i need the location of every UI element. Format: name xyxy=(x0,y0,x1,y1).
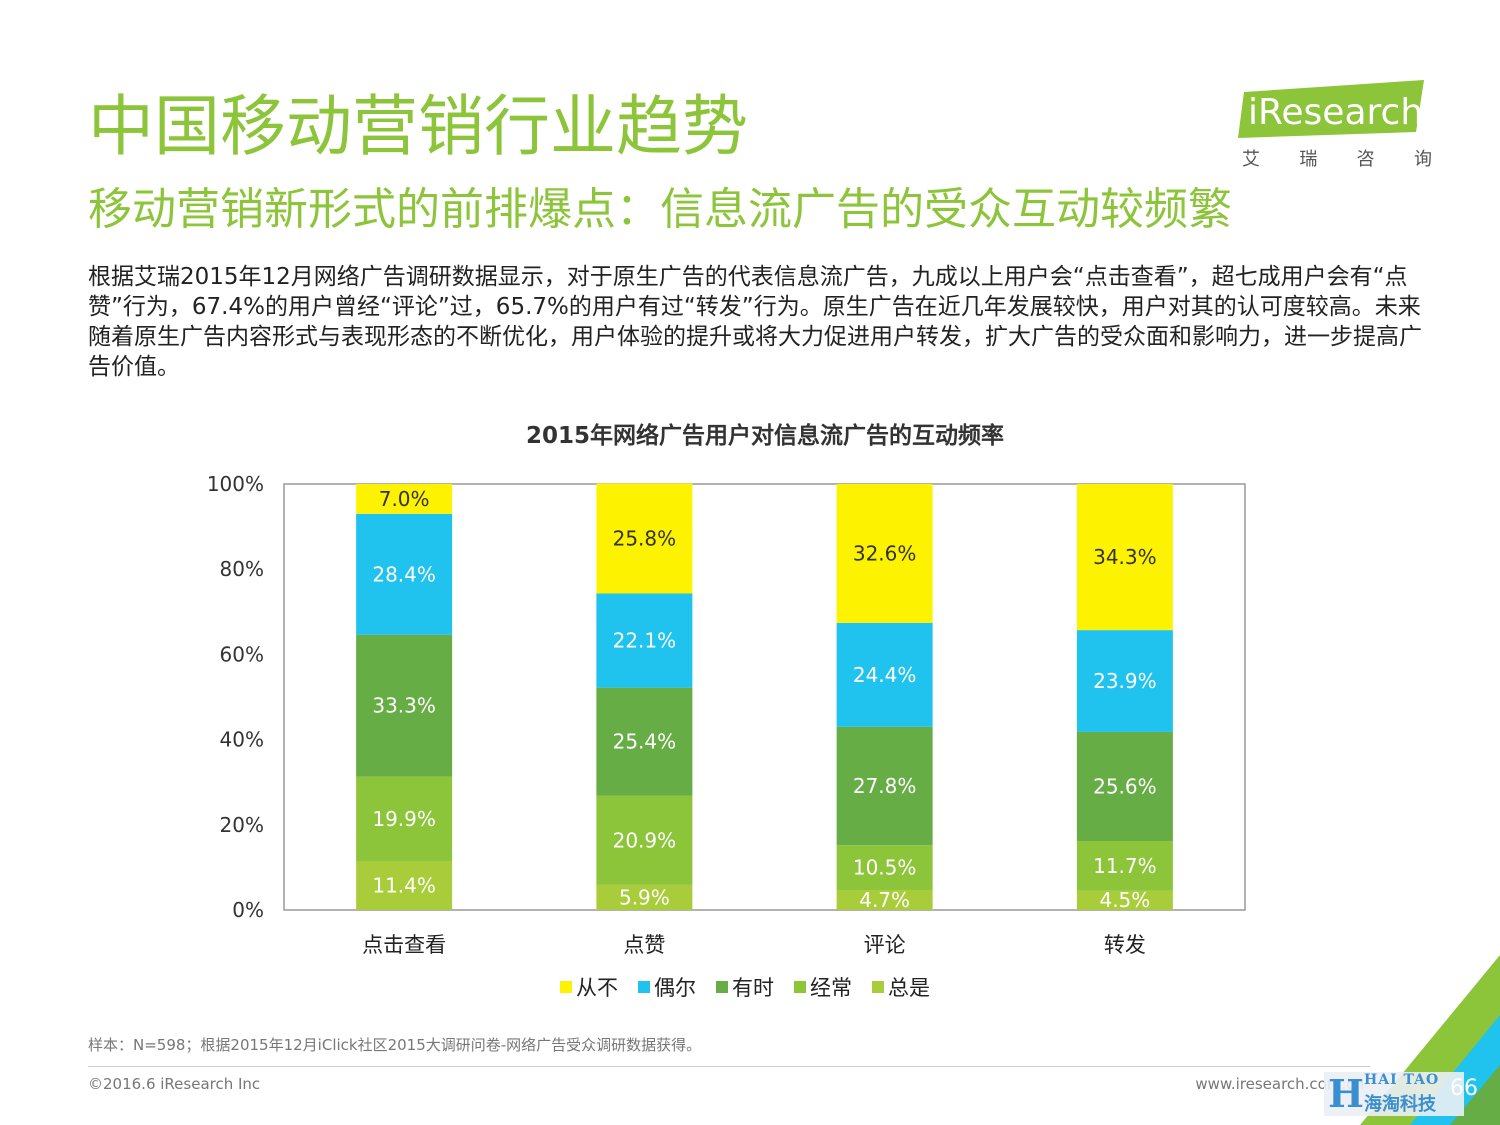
logo-tagline-char: 询 xyxy=(1413,149,1432,170)
logo-tagline-char: 瑞 xyxy=(1299,149,1318,170)
bar-segment xyxy=(836,484,933,623)
x-category-label: 评论 xyxy=(864,933,906,957)
data-label: 11.4% xyxy=(372,874,436,898)
bar-segment xyxy=(836,845,933,890)
page-number: 66 xyxy=(1450,1076,1478,1101)
data-label: 4.5% xyxy=(1099,888,1150,912)
site-url: www.iresearch.com.cn xyxy=(1195,1075,1364,1093)
logo-tagline-char: 咨 xyxy=(1356,149,1375,170)
bar-segment xyxy=(596,795,693,885)
x-category-label: 点赞 xyxy=(623,933,665,957)
haitao-watermark: H HAI TAO 海淘科技 xyxy=(1324,1072,1464,1116)
legend-swatch xyxy=(560,981,572,993)
summary-paragraph: 根据艾瑞2015年12月网络广告调研数据显示，对于原生广告的代表信息流广告，九成… xyxy=(88,264,1422,380)
logo-text: iResearch xyxy=(1248,92,1423,133)
legend-label: 从不 xyxy=(576,976,618,1000)
bar-segment xyxy=(596,884,693,910)
data-label: 22.1% xyxy=(613,629,677,653)
legend-label: 总是 xyxy=(888,976,930,1000)
y-tick-label: 40% xyxy=(220,728,264,752)
legend-item: 从不 xyxy=(560,972,618,1002)
logo-tagline: 艾 瑞 咨 询 xyxy=(1242,145,1432,171)
data-label: 20.9% xyxy=(613,828,677,852)
watermark-en: HAI TAO xyxy=(1364,1072,1440,1088)
data-label: 19.9% xyxy=(372,807,436,831)
y-tick-label: 80% xyxy=(220,557,264,581)
legend-item: 经常 xyxy=(794,972,852,1002)
legend-item: 有时 xyxy=(716,972,774,1002)
legend-swatch xyxy=(716,981,728,993)
bar-segment xyxy=(356,776,453,862)
bar-segment xyxy=(596,687,693,796)
legend-swatch xyxy=(638,981,650,993)
y-tick-label: 100% xyxy=(207,472,264,496)
legend-item: 总是 xyxy=(872,972,930,1002)
data-label: 24.4% xyxy=(853,663,917,687)
logo-tagline-char: 艾 xyxy=(1242,149,1260,170)
bar-segment xyxy=(596,593,693,688)
legend-swatch xyxy=(872,981,884,993)
y-tick-label: 0% xyxy=(232,898,264,922)
bar-segment xyxy=(1076,840,1173,891)
bar-segment xyxy=(1076,484,1173,631)
bar-segment xyxy=(356,861,453,910)
bar-segment xyxy=(1076,630,1173,732)
legend-label: 经常 xyxy=(810,976,852,1000)
legend-item: 偶尔 xyxy=(638,972,696,1002)
iresearch-logo: iResearch xyxy=(1238,80,1424,138)
page-title: 中国移动营销行业趋势 xyxy=(88,88,748,165)
data-label: 7.0% xyxy=(379,487,430,511)
x-category-label: 点击查看 xyxy=(362,933,446,957)
copyright-text: ©2016.6 iResearch Inc xyxy=(88,1075,261,1093)
legend-label: 有时 xyxy=(732,976,774,1000)
data-label: 10.5% xyxy=(853,856,917,880)
data-label: 25.4% xyxy=(613,730,677,754)
data-label: 4.7% xyxy=(859,888,910,912)
plot-frame xyxy=(283,483,1246,911)
bar-segment xyxy=(356,484,453,514)
bar-segment xyxy=(1076,731,1173,841)
watermark-cn: 海淘科技 xyxy=(1364,1094,1436,1115)
bar-segment xyxy=(356,634,453,777)
data-label: 25.6% xyxy=(1093,774,1157,798)
y-tick-label: 20% xyxy=(220,813,264,837)
legend-label: 偶尔 xyxy=(654,976,696,1000)
legend-swatch xyxy=(794,981,806,993)
bar-segment xyxy=(836,726,933,846)
data-label: 34.3% xyxy=(1093,545,1157,569)
chart-legend: 从不 偶尔 有时 经常 总是 xyxy=(0,972,1490,1002)
watermark-mark: H xyxy=(1328,1071,1364,1116)
data-label: 11.7% xyxy=(1093,854,1157,878)
bar-segment xyxy=(836,889,933,910)
sample-note: 样本：N=598；根据2015年12月iClick社区2015大调研问卷-网络广… xyxy=(88,1036,702,1054)
data-label: 27.8% xyxy=(853,774,917,798)
bar-segment xyxy=(1076,890,1173,910)
bar-segment xyxy=(356,513,453,635)
chart-title: 2015年网络广告用户对信息流广告的互动频率 xyxy=(525,423,1004,449)
data-label: 23.9% xyxy=(1093,669,1157,693)
x-category-label: 转发 xyxy=(1104,933,1146,957)
data-label: 28.4% xyxy=(372,562,436,586)
stacked-bar-chart: 0% 20% 40% 60% 80% 100% 11.4% 19.9% 33.3% 28.4% 7.… xyxy=(207,472,1246,957)
footer-divider xyxy=(88,1066,1370,1067)
data-label: 32.6% xyxy=(853,541,917,565)
page-subtitle: 移动营销新形式的前排爆点：信息流广告的受众互动较频繁 xyxy=(88,184,1232,235)
data-label: 33.3% xyxy=(372,694,436,718)
data-label: 5.9% xyxy=(619,885,670,909)
bar-segment xyxy=(596,483,693,594)
bar-segment xyxy=(836,622,933,727)
y-tick-label: 60% xyxy=(220,642,264,666)
data-label: 25.8% xyxy=(613,527,677,551)
